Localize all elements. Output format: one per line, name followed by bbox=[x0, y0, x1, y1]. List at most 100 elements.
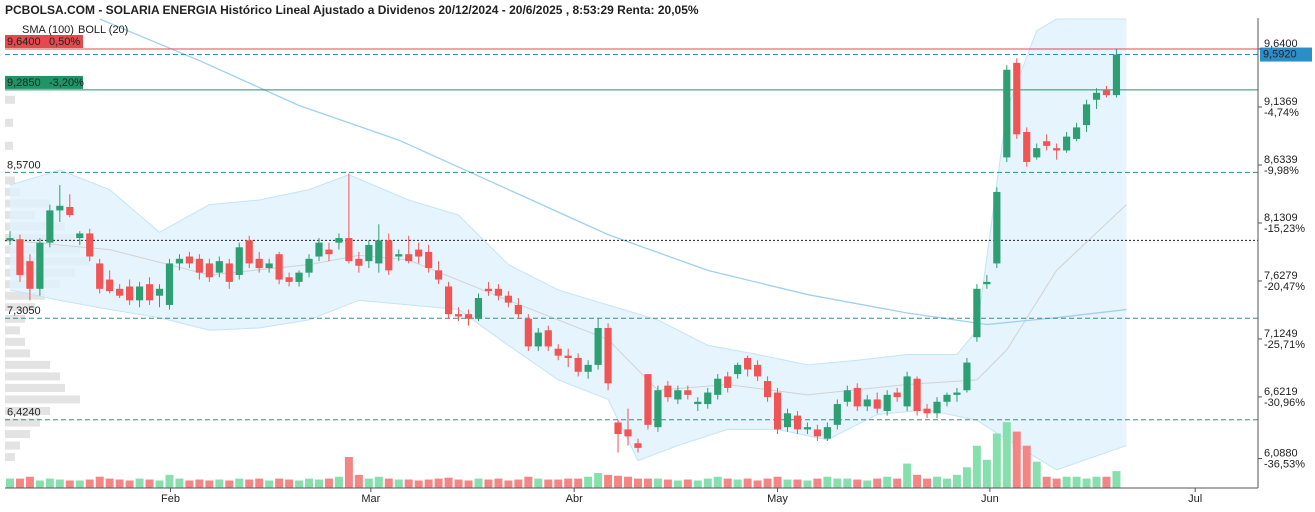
candle-body bbox=[853, 387, 861, 407]
candle-body bbox=[773, 392, 782, 430]
candle-body bbox=[385, 240, 393, 271]
candle-body bbox=[116, 288, 124, 296]
volume-bar bbox=[524, 476, 533, 488]
volume-bar bbox=[853, 479, 862, 488]
y-tick-change: -20,47% bbox=[1264, 281, 1305, 293]
volume-profile-bar bbox=[5, 406, 50, 415]
volume-bar bbox=[55, 479, 64, 488]
volume-bar bbox=[923, 478, 932, 488]
volume-bar bbox=[1072, 476, 1081, 488]
candle-body bbox=[305, 258, 313, 273]
volume-bar bbox=[534, 478, 543, 488]
volume-bar bbox=[873, 478, 882, 488]
volume-bar bbox=[45, 478, 54, 488]
candle-body bbox=[893, 392, 901, 398]
candle-body bbox=[933, 401, 941, 414]
volume-bar bbox=[414, 480, 423, 488]
volume-bar bbox=[1012, 431, 1021, 488]
candle-body bbox=[833, 404, 841, 425]
volume-bar bbox=[982, 459, 991, 488]
candle-body bbox=[225, 263, 233, 282]
volume-profile-bar bbox=[5, 176, 15, 185]
volume-bar bbox=[334, 476, 343, 488]
candle-body bbox=[664, 385, 672, 398]
volume-bar bbox=[464, 480, 473, 488]
level-label: 7,3050 bbox=[7, 305, 41, 317]
volume-bar bbox=[165, 474, 174, 488]
volume-bar bbox=[265, 480, 274, 488]
candle-body bbox=[145, 284, 154, 301]
candle-body bbox=[454, 314, 463, 317]
volume-profile-bar bbox=[5, 291, 45, 300]
sma-line bbox=[99, 18, 1127, 326]
candle-body bbox=[654, 390, 662, 428]
volume-bar bbox=[305, 478, 314, 488]
candle-body bbox=[425, 251, 433, 269]
volume-bar bbox=[75, 480, 84, 488]
candle-body bbox=[295, 272, 303, 282]
volume-bar bbox=[743, 478, 752, 488]
volume-bar bbox=[693, 480, 702, 488]
candle-body bbox=[245, 240, 253, 264]
candle-body bbox=[1003, 69, 1011, 158]
candle-body bbox=[544, 330, 552, 347]
volume-bar bbox=[315, 479, 323, 488]
y-tick-label: 9,6400 bbox=[1264, 38, 1298, 50]
volume-profile-bar bbox=[5, 314, 25, 323]
candle-body bbox=[415, 249, 423, 257]
candle-body bbox=[1023, 132, 1031, 162]
volume-bar bbox=[633, 478, 642, 488]
volume-bar bbox=[833, 478, 842, 488]
candle-body bbox=[873, 399, 881, 409]
volume-bar bbox=[35, 480, 44, 488]
volume-profile-bar bbox=[5, 360, 50, 369]
candle-body bbox=[684, 390, 692, 395]
volume-bar bbox=[733, 479, 742, 488]
volume-bar bbox=[434, 478, 443, 488]
candle-body bbox=[1053, 148, 1061, 151]
volume-bar bbox=[95, 476, 104, 488]
candle-body bbox=[325, 249, 333, 255]
volume-profile-bar bbox=[5, 372, 60, 381]
volume-bar bbox=[245, 479, 254, 488]
volume-bar bbox=[115, 479, 124, 488]
y-tick-change: -15,23% bbox=[1264, 223, 1305, 235]
volume-bar bbox=[1002, 422, 1011, 488]
candle-body bbox=[135, 286, 144, 301]
legend-entry: BOLL (20) bbox=[78, 24, 128, 36]
volume-bar bbox=[454, 479, 463, 488]
volume-bar bbox=[65, 480, 74, 488]
candle-body bbox=[883, 394, 891, 411]
candle-body bbox=[66, 206, 74, 216]
volume-bar bbox=[1062, 476, 1071, 488]
y-tick-change: -9,98% bbox=[1264, 165, 1299, 177]
x-tick-label: Feb bbox=[161, 493, 180, 505]
candle-body bbox=[175, 258, 184, 264]
volume-profile-bar bbox=[5, 303, 35, 312]
candle-body bbox=[484, 288, 493, 292]
candle-body bbox=[185, 256, 193, 264]
candle-body bbox=[285, 277, 293, 282]
candle-body bbox=[1082, 104, 1091, 126]
volume-bar bbox=[394, 479, 403, 488]
level-change: 0,50% bbox=[49, 36, 80, 48]
volume-profile-bar bbox=[5, 349, 30, 358]
volume-bar bbox=[354, 474, 363, 488]
volume-profile-bar bbox=[5, 118, 13, 127]
volume-bar bbox=[763, 478, 772, 488]
candle-body bbox=[1112, 54, 1121, 96]
volume-bar bbox=[275, 478, 284, 488]
volume-bar bbox=[205, 480, 214, 488]
candle-body bbox=[534, 332, 542, 347]
volume-profile-bar bbox=[5, 453, 15, 462]
volume-bar bbox=[663, 479, 672, 488]
candle-body bbox=[724, 376, 732, 388]
volume-bar bbox=[384, 478, 393, 488]
volume-bar bbox=[155, 480, 164, 488]
last-price-box bbox=[1260, 47, 1312, 62]
candle-body bbox=[275, 254, 283, 280]
candle-body bbox=[36, 242, 44, 289]
candle-body bbox=[564, 355, 572, 358]
volume-bar bbox=[893, 478, 902, 488]
